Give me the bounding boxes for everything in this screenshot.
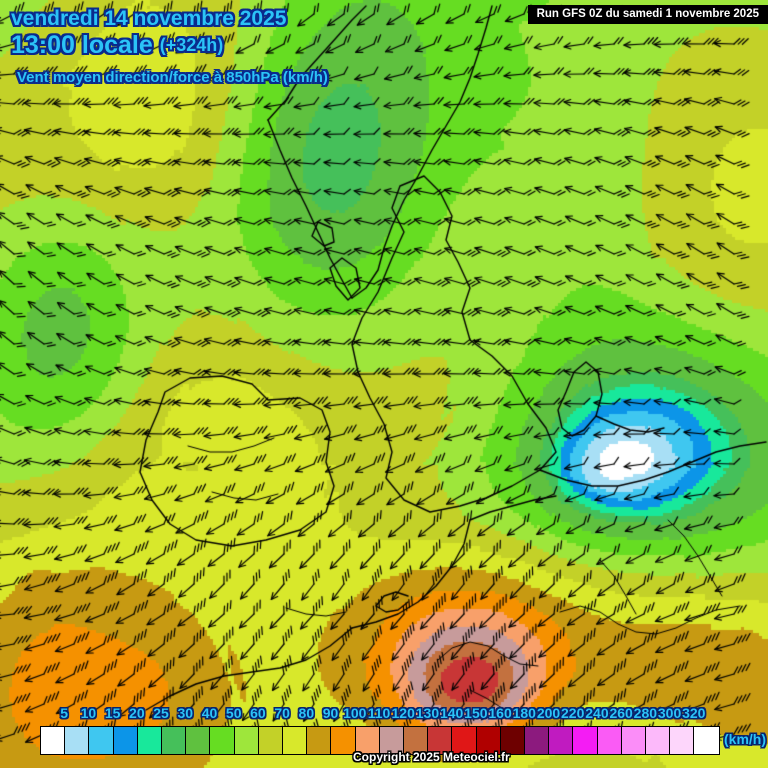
legend-swatch[interactable] xyxy=(452,727,477,754)
legend-tick: 70 xyxy=(274,705,290,721)
lead-time-text: (+324h) xyxy=(159,35,224,55)
legend-swatch[interactable] xyxy=(476,727,501,754)
legend-swatch[interactable] xyxy=(258,727,284,754)
legend-swatch[interactable] xyxy=(621,727,647,754)
legend-tick: 40 xyxy=(201,705,218,721)
legend-tick: 60 xyxy=(250,705,266,721)
legend-tick-labels: 5 10 15 20 25 30 40 50 60 70 80 90 100 110 120 130 140 15… xyxy=(0,705,768,725)
legend-tick: 160 xyxy=(488,705,512,721)
legend-swatch[interactable] xyxy=(283,727,308,754)
legend-swatch[interactable] xyxy=(355,727,380,754)
legend-tick: 10 xyxy=(80,705,97,721)
legend-swatch[interactable] xyxy=(331,727,356,754)
legend-tick: 140 xyxy=(439,705,464,721)
legend-tick: 220 xyxy=(561,705,585,721)
legend-tick: 50 xyxy=(225,705,242,721)
legend-tick: 20 xyxy=(129,705,145,721)
legend-swatch[interactable] xyxy=(65,727,90,754)
legend-tick: 300 xyxy=(657,705,682,721)
legend-tick: 150 xyxy=(464,705,488,721)
legend-tick: 120 xyxy=(391,705,415,721)
legend-tick: 100 xyxy=(343,705,367,721)
valid-time-label: 13:00 locale (+324h) xyxy=(11,31,223,60)
model-run-banner: Run GFS 0Z du samedi 1 novembre 2025 xyxy=(527,5,768,24)
legend-tick: 200 xyxy=(536,705,561,721)
legend-swatch[interactable] xyxy=(210,727,235,754)
legend-swatch[interactable] xyxy=(500,727,526,754)
legend-swatch[interactable] xyxy=(404,727,429,754)
legend-tick: 180 xyxy=(512,705,536,721)
legend-tick: 5 xyxy=(60,705,69,721)
legend-tick: 280 xyxy=(633,705,658,721)
legend-swatch[interactable] xyxy=(162,727,187,754)
legend-swatch[interactable] xyxy=(137,727,163,754)
valid-date-label: vendredi 14 novembre 2025 xyxy=(11,7,287,30)
legend-tick: 240 xyxy=(585,705,609,721)
legend-tick: 320 xyxy=(682,705,706,721)
legend-swatch[interactable] xyxy=(549,727,574,754)
legend-tick: 90 xyxy=(322,705,339,721)
legend-tick: 110 xyxy=(367,705,391,721)
legend-tick: 130 xyxy=(415,705,440,721)
legend-swatch[interactable] xyxy=(186,727,211,754)
legend-swatch[interactable] xyxy=(670,727,695,754)
legend-tick: 15 xyxy=(104,705,121,721)
legend-swatch[interactable] xyxy=(573,727,598,754)
legend-unit-label: (km/h) xyxy=(724,731,766,747)
legend-swatch[interactable] xyxy=(307,727,332,754)
legend-swatch[interactable] xyxy=(41,727,66,754)
legend-color-swatches[interactable] xyxy=(40,726,720,755)
legend-tick: 25 xyxy=(153,705,169,721)
legend-tick: 30 xyxy=(177,705,194,721)
legend-swatch[interactable] xyxy=(525,727,550,754)
legend-tick: 80 xyxy=(298,705,315,721)
legend-swatch[interactable] xyxy=(234,727,259,754)
copyright-label: Copyright 2025 Meteociel.fr xyxy=(353,750,510,764)
color-scale-legend[interactable]: 5 10 15 20 25 30 40 50 60 70 80 90 100 110 120 130 140 15… xyxy=(0,705,768,768)
legend-swatch[interactable] xyxy=(597,727,622,754)
legend-swatch[interactable] xyxy=(113,727,138,754)
legend-swatch[interactable] xyxy=(694,727,719,754)
legend-tick: 260 xyxy=(609,705,633,721)
legend-swatch[interactable] xyxy=(379,727,405,754)
valid-time-text: 13:00 locale xyxy=(11,31,160,59)
legend-swatch[interactable] xyxy=(89,727,114,754)
parameter-label: Vent moyen direction/force à 850hPa (km/… xyxy=(17,69,328,86)
legend-swatch[interactable] xyxy=(646,727,671,754)
legend-swatch[interactable] xyxy=(428,727,453,754)
